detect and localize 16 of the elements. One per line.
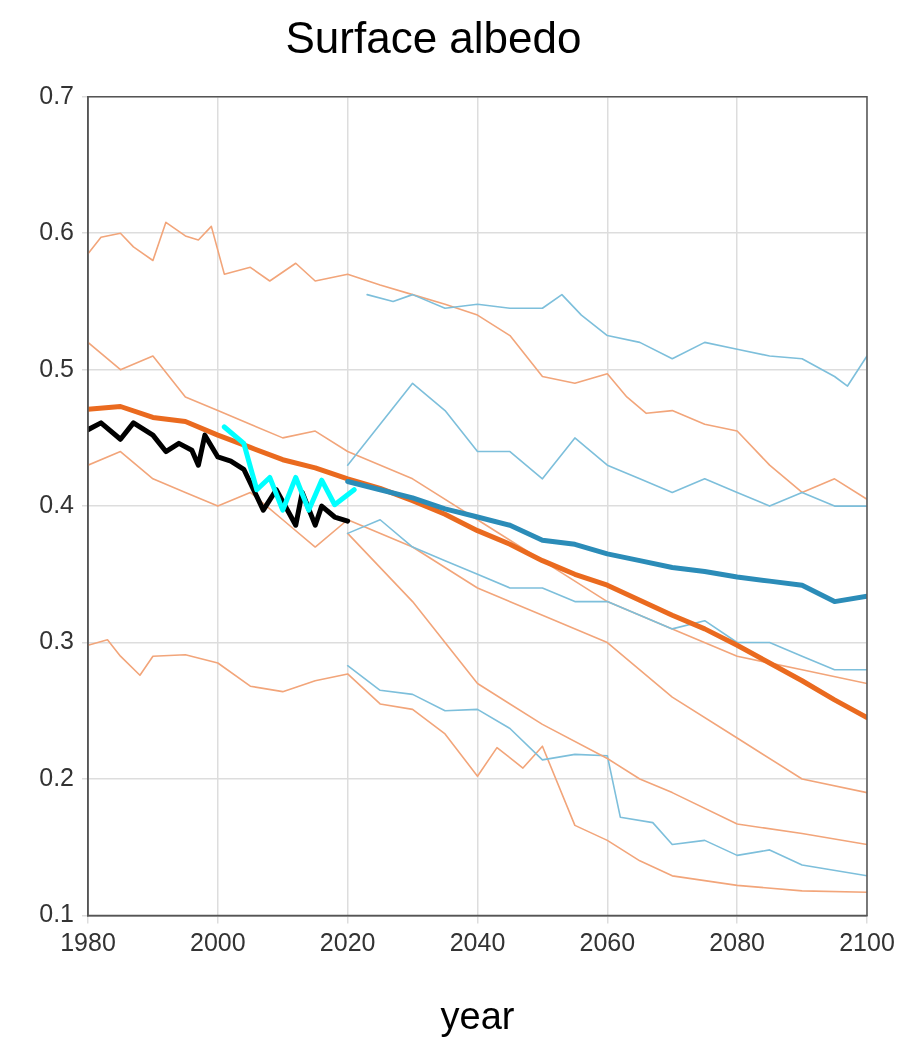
x-tick-label: 2020 [319, 928, 376, 957]
y-tick-label: 0.4 [39, 489, 75, 518]
y-tick-label: 0.2 [39, 762, 74, 791]
x-axis-title: year [440, 994, 515, 1037]
y-tick-label: 0.5 [39, 353, 74, 382]
x-tick-label: 2040 [449, 928, 506, 957]
y-tick-label: 0.3 [39, 626, 74, 655]
x-tick-label: 1980 [60, 928, 116, 957]
x-tick-label: 2060 [579, 928, 636, 957]
y-tick-label: 0.6 [39, 217, 74, 246]
chart-title: Surface albedo [285, 12, 582, 62]
y-tick-label: 0.7 [39, 80, 74, 109]
x-tick-label: 2100 [839, 928, 895, 957]
x-tick-label: 2080 [709, 928, 765, 957]
y-tick-label: 0.1 [39, 899, 74, 928]
x-tick-label: 2000 [190, 928, 246, 957]
